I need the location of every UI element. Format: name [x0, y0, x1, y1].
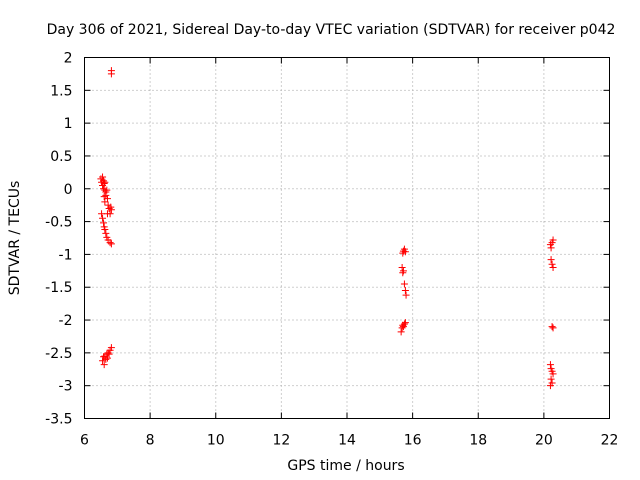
data-point — [398, 264, 406, 272]
chart-title: Day 306 of 2021, Sidereal Day-to-day VTE… — [47, 22, 616, 38]
x-tick-label: 10 — [207, 433, 225, 449]
data-point — [401, 287, 409, 295]
data-point — [547, 256, 555, 264]
data-point — [99, 357, 107, 365]
y-tick-label: -3.5 — [45, 412, 72, 428]
x-tick-label: 16 — [404, 433, 422, 449]
axis-ticks — [84, 57, 610, 419]
data-point — [401, 248, 409, 256]
data-point — [103, 186, 111, 194]
data-point — [100, 219, 108, 227]
data-point — [549, 324, 557, 332]
data-point — [101, 178, 109, 186]
data-point — [99, 214, 107, 222]
y-tick-label: 1 — [64, 116, 73, 132]
data-point — [103, 354, 111, 362]
data-points — [97, 67, 557, 390]
y-tick-label: -1 — [59, 247, 73, 263]
y-tick-label: -1.5 — [45, 280, 72, 296]
y-tick-label: 2 — [64, 51, 73, 67]
data-point — [100, 361, 108, 369]
data-point — [549, 370, 557, 378]
data-point — [400, 320, 408, 328]
y-tick-label: -2.5 — [45, 346, 72, 362]
y-tick-label: -2 — [59, 313, 73, 329]
data-point — [102, 229, 110, 237]
data-point — [397, 328, 405, 336]
data-point — [101, 225, 109, 233]
data-point — [548, 323, 556, 331]
data-point — [107, 240, 115, 248]
x-tick-label: 8 — [146, 433, 155, 449]
data-point — [107, 206, 115, 214]
x-tick-label: 22 — [601, 433, 619, 449]
data-point — [100, 180, 108, 188]
data-point — [98, 210, 106, 218]
x-tick-label: 12 — [272, 433, 290, 449]
grid-lines — [84, 57, 610, 419]
data-point — [107, 70, 115, 78]
y-tick-label: 1.5 — [50, 83, 72, 99]
data-point — [400, 280, 408, 288]
data-point — [101, 198, 109, 206]
data-point — [107, 344, 115, 352]
data-point — [99, 173, 107, 181]
data-point — [105, 350, 113, 358]
x-tick-label: 14 — [338, 433, 356, 449]
y-tick-label: -3 — [59, 379, 73, 395]
data-point — [548, 260, 556, 268]
data-point — [102, 355, 110, 363]
y-axis-label: SDTVAR / TECUs — [7, 181, 23, 296]
data-point — [547, 375, 555, 383]
data-point — [102, 191, 110, 199]
x-tick-label: 20 — [535, 433, 553, 449]
data-point — [401, 319, 409, 327]
data-point — [546, 361, 554, 369]
data-point — [402, 291, 410, 299]
data-point — [549, 264, 557, 272]
data-point — [547, 244, 555, 252]
data-point — [399, 267, 407, 275]
tick-labels: 6 8 10 12 14 16 18 20 22-3.5-3-2.5-2-1.5-1-0.500… — [45, 51, 618, 449]
x-tick-label: 6 — [80, 433, 89, 449]
data-point — [546, 382, 554, 390]
y-tick-label: 0.5 — [50, 149, 72, 165]
x-axis-label: GPS time / hours — [287, 458, 404, 474]
y-tick-label: 0 — [64, 182, 73, 198]
x-tick-label: 18 — [469, 433, 487, 449]
data-point — [549, 236, 557, 244]
data-point — [106, 239, 114, 247]
data-point — [103, 210, 111, 218]
y-tick-label: -0.5 — [45, 215, 72, 231]
